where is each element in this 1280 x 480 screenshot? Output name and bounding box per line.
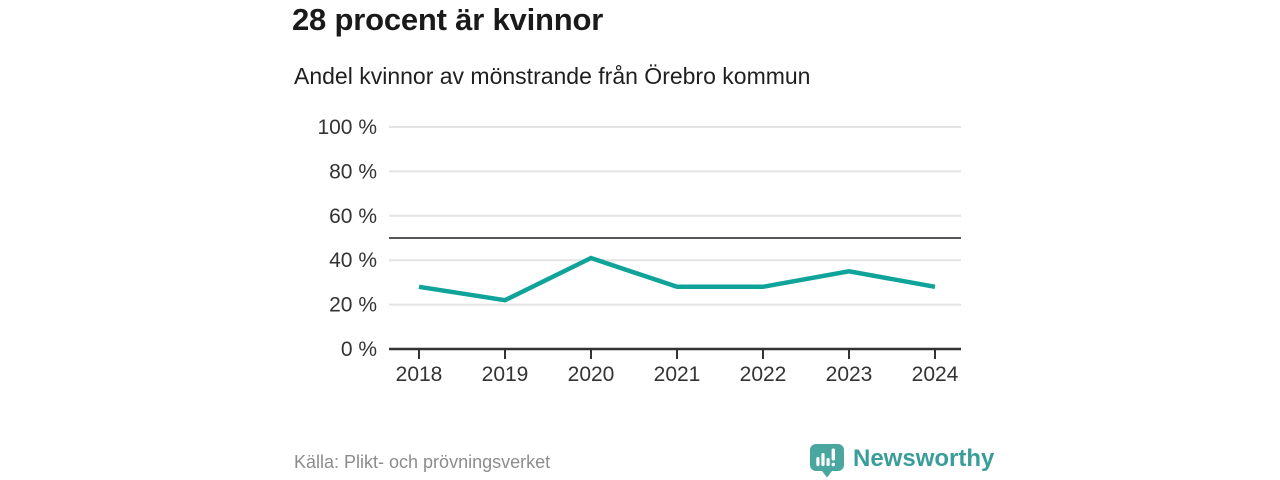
x-tick-label: 2020 [568,363,615,386]
exclamation-dot-glyph [831,462,835,467]
exclamation-bar-glyph [831,448,835,461]
bar-glyph [816,457,820,466]
newsworthy-chart-pin-icon [810,444,844,478]
y-tick-label: 20 % [329,294,377,317]
y-tick-label: 100 % [317,116,377,139]
data-line-andel-kvinnor [418,255,936,303]
x-tick-label: 2019 [482,363,529,386]
source-note: Källa: Plikt- och prövningsverket [294,452,551,472]
x-tick-label: 2024 [912,363,959,386]
x-tick-label: 2023 [826,363,873,386]
bar-glyph [826,458,830,466]
y-tick-label: 60 % [329,205,377,228]
y-tick-label: 80 % [329,160,377,183]
x-tick-label: 2022 [740,363,787,386]
y-tick-label: 40 % [329,249,377,272]
chart-subtitle: Andel kvinnor av mönstrande från Örebro … [294,63,811,89]
brand-name: Newsworthy [853,445,995,472]
chart-title: 28 procent är kvinnor [292,2,604,37]
x-tick-label: 2018 [396,363,443,386]
x-tick-label: 2021 [654,363,701,386]
newsworthy-brand: Newsworthy [810,444,994,478]
y-tick-label: 0 % [341,338,377,361]
bar-glyph [821,453,825,466]
